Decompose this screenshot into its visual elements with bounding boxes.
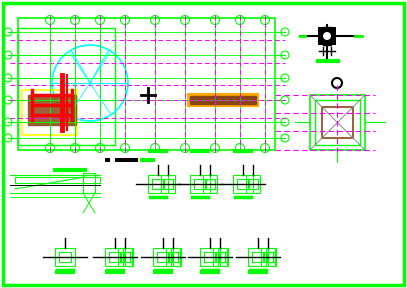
Bar [22, 90, 77, 135]
Bar [161, 175, 175, 193]
Bar [190, 96, 256, 104]
Bar [55, 248, 75, 266]
Bar [148, 175, 168, 193]
Bar [18, 18, 275, 150]
Bar [200, 248, 220, 266]
Bar [190, 175, 210, 193]
Bar [310, 95, 365, 150]
Bar [157, 252, 169, 262]
Bar [205, 179, 215, 189]
Bar [248, 179, 258, 189]
Bar [218, 248, 228, 266]
Bar [203, 175, 217, 193]
Bar [140, 158, 155, 162]
Bar [315, 100, 360, 145]
Bar [261, 248, 275, 266]
Bar [123, 248, 133, 266]
Bar [105, 248, 125, 266]
Bar [267, 252, 275, 262]
Bar [266, 248, 276, 266]
Bar [118, 248, 132, 266]
Bar [163, 179, 173, 189]
Bar [252, 252, 264, 262]
Bar [100, 158, 105, 162]
Circle shape [323, 32, 331, 40]
Bar [246, 175, 260, 193]
Bar [59, 252, 71, 262]
Bar [83, 173, 95, 193]
Bar [263, 252, 273, 262]
Bar [168, 252, 178, 262]
Bar [152, 179, 164, 189]
Bar [194, 179, 206, 189]
Bar [109, 252, 121, 262]
Bar [120, 252, 130, 262]
Bar [233, 175, 253, 193]
Bar [166, 248, 180, 266]
Bar [215, 252, 225, 262]
Bar [100, 158, 138, 162]
Bar [204, 252, 216, 262]
Bar [171, 248, 181, 266]
Bar [237, 179, 249, 189]
Bar [322, 107, 353, 138]
Bar [110, 158, 115, 162]
Bar [15, 177, 100, 183]
Bar [172, 252, 180, 262]
Bar [318, 27, 336, 45]
Bar [188, 94, 258, 106]
Bar [219, 252, 227, 262]
Bar [248, 248, 268, 266]
Bar [124, 252, 132, 262]
Bar [213, 248, 227, 266]
Bar [18, 28, 115, 145]
Bar [28, 95, 76, 125]
Bar [153, 248, 173, 266]
